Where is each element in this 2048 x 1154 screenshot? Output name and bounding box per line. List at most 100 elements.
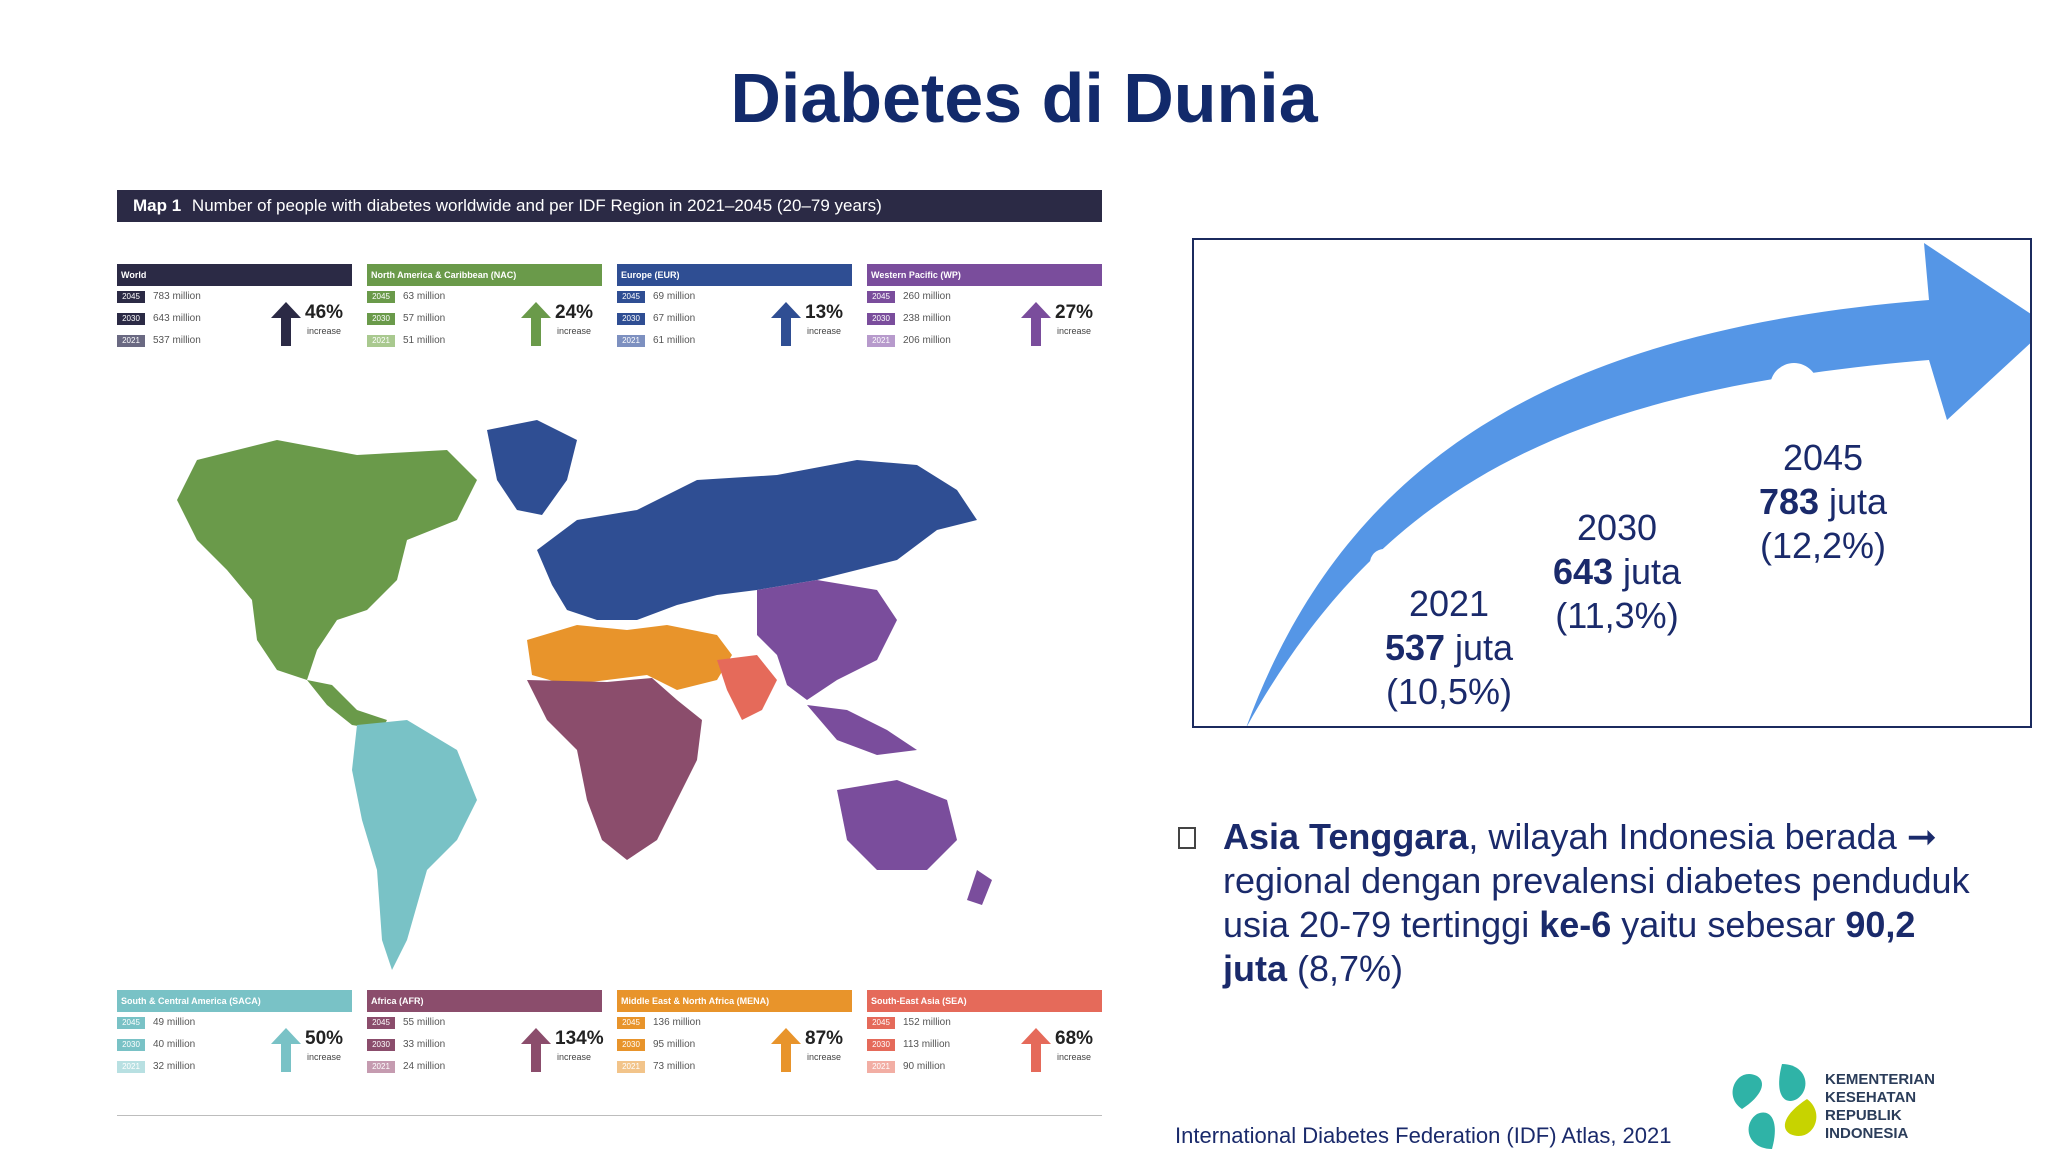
arrow-up-icon <box>521 1028 551 1072</box>
note-text-1: , wilayah Indonesia berada ➞ regional de… <box>1223 816 1970 945</box>
region-value: 55 million <box>403 1017 446 1028</box>
region-row: 2030 113 million <box>867 1034 1102 1056</box>
region-row: 2045 49 million <box>117 1012 352 1034</box>
note-text-3: (8,7%) <box>1287 948 1404 989</box>
trend-label-2045: 2045 783 juta (12,2%) <box>1708 436 1938 568</box>
region-row: 2021 24 million <box>367 1056 602 1078</box>
region-increase-label: increase <box>1057 326 1092 336</box>
region-value: 49 million <box>153 1017 196 1028</box>
region-year: 2045 <box>117 1017 145 1029</box>
trend-dot-2045 <box>1770 363 1818 411</box>
kemenkes-logo-icon <box>1732 1064 1817 1149</box>
region-name: South & Central America (SACA) <box>117 990 352 1012</box>
page-title: Diabetes di Dunia <box>730 59 1318 137</box>
region-row: 2030 33 million <box>367 1034 602 1056</box>
region-year: 2030 <box>367 1039 395 1051</box>
world-map <box>177 420 992 970</box>
region-value: 90 million <box>903 1061 946 1072</box>
map-greenland <box>487 420 577 515</box>
source-citation: International Diabetes Federation (IDF) … <box>1175 1123 1672 1148</box>
region-value: 643 million <box>153 313 201 324</box>
region-name: Western Pacific (WP) <box>867 264 1102 286</box>
region-name: Africa (AFR) <box>367 990 602 1012</box>
region-legend: Africa (AFR) 2045 55 million 2030 33 million… <box>367 990 604 1082</box>
bullet-icon <box>1178 827 1196 849</box>
trend-year-2021: 2021 <box>1408 583 1490 624</box>
trend-year-2030: 2030 <box>1576 507 1658 548</box>
trend-label-2030: 2030 643 juta (11,3%) <box>1502 506 1732 638</box>
region-legend: Middle East & North Africa (MENA) 2045 136… <box>617 990 852 1082</box>
region-year: 2021 <box>617 335 645 347</box>
region-year: 2045 <box>867 291 895 303</box>
note-bold-rank: ke-6 <box>1539 904 1612 945</box>
region-year: 2030 <box>117 1039 145 1051</box>
trend-dot-2030 <box>1558 444 1590 476</box>
region-increase-label: increase <box>307 326 342 336</box>
region-row: 2021 51 million <box>367 330 602 352</box>
region-pct: 68% <box>1055 1028 1094 1049</box>
map-africa <box>527 678 702 860</box>
map-mena <box>527 625 732 690</box>
region-value: 537 million <box>153 335 201 346</box>
arrow-up-icon <box>771 1028 801 1072</box>
logo-line-2: KESEHATAN <box>1825 1089 1917 1106</box>
region-year: 2030 <box>867 1039 895 1051</box>
region-year: 2021 <box>117 335 145 347</box>
idf-map-panel: Map 1 Number of people with diabetes wor… <box>117 190 1102 1120</box>
asia-tenggara-note: Asia Tenggara, wilayah Indonesia berada … <box>1178 815 1978 991</box>
region-increase-label: increase <box>307 1052 342 1062</box>
region-value: 33 million <box>403 1039 446 1050</box>
region-year: 2030 <box>867 313 895 325</box>
region-value: 260 million <box>903 291 951 302</box>
region-name: Middle East & North Africa (MENA) <box>617 990 852 1012</box>
map-south-america <box>352 720 477 970</box>
region-name: Europe (EUR) <box>617 264 852 286</box>
region-row: 2030 67 million <box>617 308 852 330</box>
map-header-text: Number of people with diabetes worldwide… <box>191 196 882 215</box>
map-header-label: Map 1 <box>133 196 182 215</box>
note-text-2: yaitu sebesar <box>1611 904 1846 945</box>
region-year: 2021 <box>867 335 895 347</box>
region-year: 2021 <box>617 1061 645 1073</box>
region-row: 2021 32 million <box>117 1056 352 1078</box>
region-year: 2021 <box>117 1061 145 1073</box>
region-row: 2021 73 million <box>617 1056 852 1078</box>
region-year: 2045 <box>867 1017 895 1029</box>
region-row: 2021 537 million <box>117 330 352 352</box>
region-row: 2030 238 million <box>867 308 1102 330</box>
region-value: 67 million <box>653 313 696 324</box>
region-value: 61 million <box>653 335 696 346</box>
trend-unit-2030: juta <box>1613 551 1682 592</box>
map-southeast-asia <box>807 705 917 755</box>
region-legend: South-East Asia (SEA) 2045 152 million 2030… <box>867 990 1102 1082</box>
trend-value-2030: 643 <box>1552 551 1614 592</box>
trend-unit-2021: juta <box>1445 627 1514 668</box>
region-increase-label: increase <box>1057 1052 1092 1062</box>
map-europe-russia <box>537 460 977 620</box>
region-legend: North America & Caribbean (NAC) 2045 63 mi… <box>367 264 602 356</box>
region-year: 2045 <box>367 1017 395 1029</box>
region-pct: 24% <box>555 302 594 323</box>
region-value: 40 million <box>153 1039 196 1050</box>
region-row: 2030 643 million <box>117 308 352 330</box>
logo-line-3: REPUBLIK <box>1825 1107 1902 1124</box>
region-row: 2045 136 million <box>617 1012 852 1034</box>
region-value: 24 million <box>403 1061 446 1072</box>
region-year: 2045 <box>617 291 645 303</box>
arrow-up-icon <box>1021 302 1051 346</box>
region-row: 2030 57 million <box>367 308 602 330</box>
map-east-asia <box>757 580 897 700</box>
trend-pct-2045: (12,2%) <box>1759 525 1887 566</box>
region-increase-label: increase <box>557 326 592 336</box>
region-year: 2021 <box>867 1061 895 1073</box>
region-pct: 50% <box>305 1028 344 1049</box>
region-row: 2045 63 million <box>367 286 602 308</box>
region-value: 57 million <box>403 313 446 324</box>
region-increase-label: increase <box>557 1052 592 1062</box>
region-value: 63 million <box>403 291 446 302</box>
region-row: 2021 90 million <box>867 1056 1102 1078</box>
region-name: North America & Caribbean (NAC) <box>367 264 602 286</box>
logo-line-1: KEMENTERIAN <box>1825 1071 1936 1088</box>
region-value: 113 million <box>903 1039 951 1050</box>
map-new-zealand <box>967 870 992 905</box>
